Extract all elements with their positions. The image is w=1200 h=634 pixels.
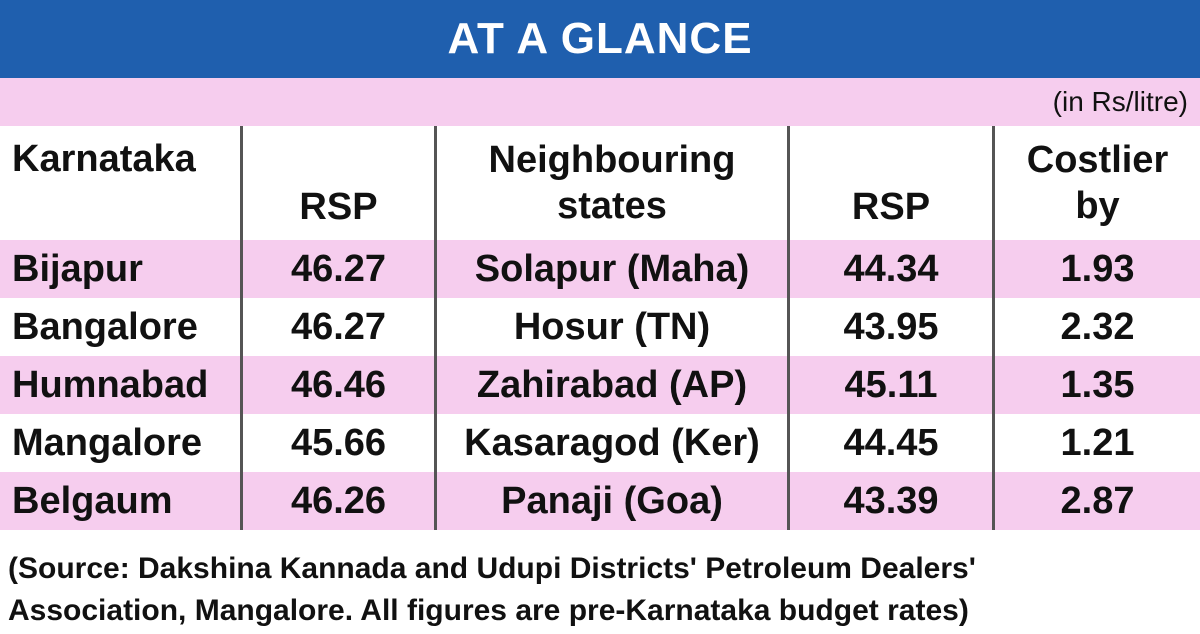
- cell-text: Bangalore: [12, 305, 198, 348]
- table-cell: Zahirabad (AP): [437, 356, 790, 414]
- table-cell: 43.39: [790, 472, 995, 530]
- cell-text: RSP: [299, 186, 378, 228]
- table-cell: 1.93: [995, 240, 1200, 298]
- cell-text: Humnabad: [12, 363, 209, 406]
- column-header: Neighbouring states: [437, 126, 790, 240]
- title-banner: AT A GLANCE: [0, 0, 1200, 78]
- cell-text: 45.66: [290, 421, 387, 464]
- table-cell: Panaji (Goa): [437, 472, 790, 530]
- table-cell: Bangalore: [0, 298, 243, 356]
- table-cell: Humnabad: [0, 356, 243, 414]
- cell-text: Panaji (Goa): [501, 479, 723, 522]
- cell-text: 43.39: [843, 479, 939, 522]
- cell-text: Solapur (Maha): [474, 247, 750, 290]
- cell-text: 43.95: [843, 305, 939, 348]
- table-cell: 44.45: [790, 414, 995, 472]
- cell-text: 2.32: [1060, 305, 1135, 348]
- table-cell: 46.46: [243, 356, 437, 414]
- table-cell: Kasaragod (Ker): [437, 414, 790, 472]
- unit-bar: (in Rs/litre): [0, 78, 1200, 126]
- cell-text: 46.26: [290, 479, 387, 522]
- cell-text: Mangalore: [12, 421, 203, 464]
- cell-text: Belgaum: [12, 479, 173, 522]
- table-cell: Hosur (TN): [437, 298, 790, 356]
- source-note: (Source: Dakshina Kannada and Udupi Dist…: [8, 552, 976, 627]
- column-header: RSP: [243, 126, 437, 240]
- table-cell: 46.27: [243, 240, 437, 298]
- title: AT A GLANCE: [447, 14, 753, 63]
- cell-text: Bijapur: [12, 247, 143, 290]
- cell-text: Zahirabad (AP): [476, 363, 748, 406]
- cell-text: 2.87: [1060, 479, 1135, 522]
- cell-text: 1.93: [1060, 247, 1135, 290]
- column-header: Karnataka: [0, 126, 243, 240]
- table: Karnataka RSP Neighbouring states RSP Costli…: [0, 126, 1200, 530]
- cell-text: 46.46: [290, 363, 387, 406]
- cell-text: Costlier by: [1026, 139, 1169, 227]
- table-cell: 1.35: [995, 356, 1200, 414]
- cell-text: RSP: [851, 186, 931, 228]
- cell-text: Neighbouring states: [488, 139, 736, 227]
- table-cell: 46.27: [243, 298, 437, 356]
- table-cell: 44.34: [790, 240, 995, 298]
- table-cell: 45.66: [243, 414, 437, 472]
- table-cell: 2.32: [995, 298, 1200, 356]
- table-cell: 2.87: [995, 472, 1200, 530]
- cell-text: Kasaragod (Ker): [464, 421, 760, 464]
- table-cell: 45.11: [790, 356, 995, 414]
- cell-text: Hosur (TN): [513, 305, 711, 348]
- cell-text: 44.34: [843, 247, 939, 290]
- cell-text: Karnataka: [12, 138, 196, 180]
- table-cell: Solapur (Maha): [437, 240, 790, 298]
- table-cell: Mangalore: [0, 414, 243, 472]
- column-header: Costlier by: [995, 126, 1200, 240]
- table-cell: 1.21: [995, 414, 1200, 472]
- unit-note: (in Rs/litre): [1052, 86, 1188, 117]
- table-cell: Bijapur: [0, 240, 243, 298]
- cell-text: 1.35: [1060, 363, 1135, 406]
- column-header: RSP: [790, 126, 995, 240]
- cell-text: 45.11: [844, 363, 938, 406]
- cell-text: 44.45: [843, 421, 939, 464]
- table-cell: Belgaum: [0, 472, 243, 530]
- table-cell: 46.26: [243, 472, 437, 530]
- cell-text: 46.27: [290, 305, 387, 348]
- cell-text: 1.21: [1060, 421, 1135, 464]
- cell-text: 46.27: [290, 247, 387, 290]
- table-cell: 43.95: [790, 298, 995, 356]
